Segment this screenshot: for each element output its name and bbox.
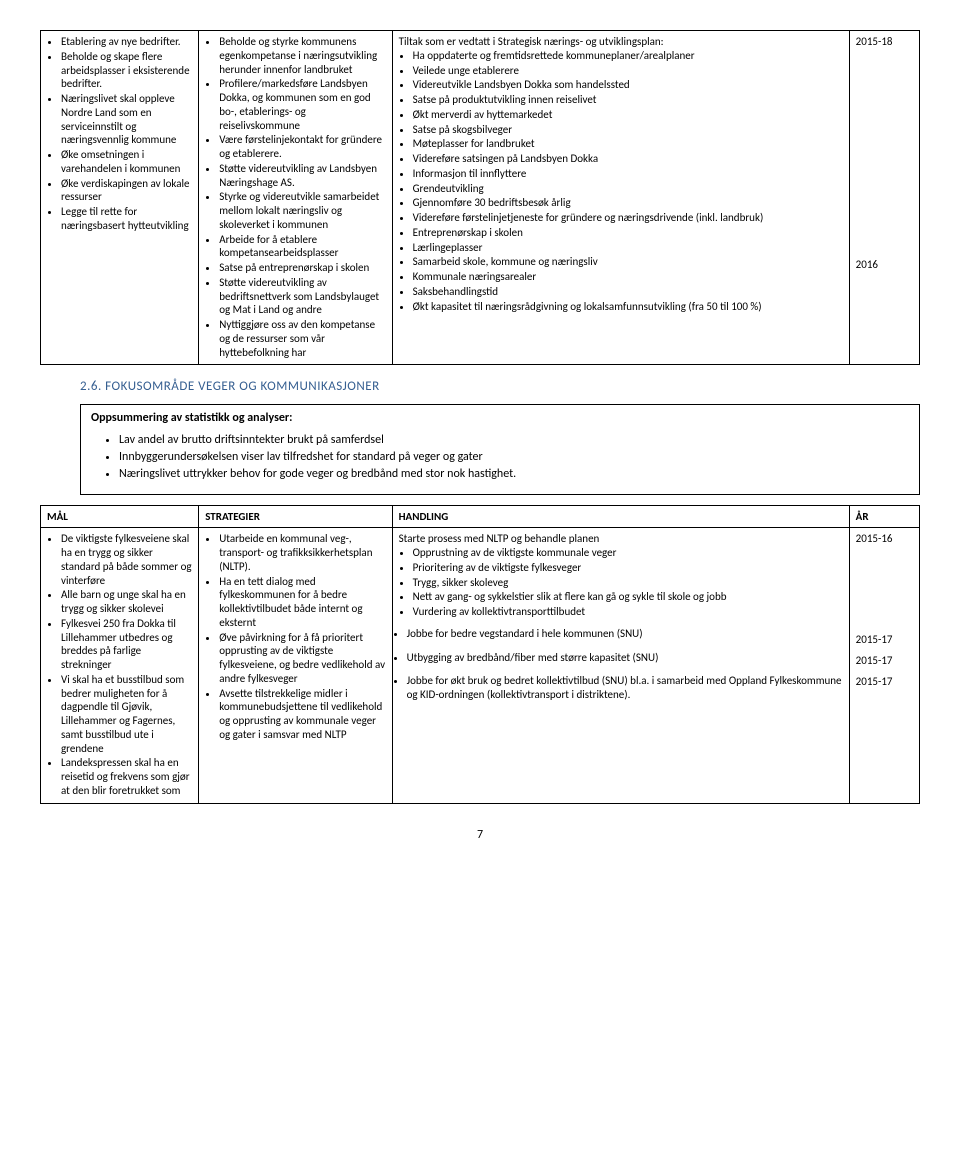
- summary-title: Oppsummering av statistikk og analyser:: [91, 411, 909, 425]
- list-item: Øke omsetningen i varehandelen i kommune…: [61, 148, 192, 176]
- year-value: 2015-17: [856, 633, 913, 646]
- list-item: Lærlingeplasser: [413, 241, 843, 255]
- list-item: Satse på skogsbilveger: [413, 123, 843, 137]
- list-item: Støtte videreutvikling av Landsbyen Næri…: [219, 162, 385, 190]
- list-item: Vi skal ha et busstilbud som bedrer muli…: [61, 673, 192, 756]
- list-item: Vurdering av kollektivtransporttilbudet: [413, 605, 843, 619]
- list-item: Styrke og videreutvikle samarbeidet mell…: [219, 190, 385, 231]
- list-item: Økt merverdi av hyttemarkedet: [413, 108, 843, 122]
- list-item: Jobbe for økt bruk og bedret kollektivti…: [407, 674, 843, 702]
- list-item: Støtte videreutvikling av bedriftsnettve…: [219, 276, 385, 317]
- cell-year: 2015-18 2016: [849, 31, 919, 365]
- list-item: Ha en tett dialog med fylkeskommunen for…: [219, 575, 385, 630]
- list-item: Gjennomføre 30 bedriftsbesøk årlig: [413, 196, 843, 210]
- list-item: Kommunale næringsarealer: [413, 270, 843, 284]
- handling-list: Ha oppdaterte og fremtidsrettede kommune…: [399, 49, 843, 314]
- list-item: Være førstelinjekontakt for gründere og …: [219, 133, 385, 161]
- list-item: Arbeide for å etablere kompetansearbeids…: [219, 233, 385, 261]
- handling-intro: Tiltak som er vedtatt i Strategisk nærin…: [399, 35, 843, 49]
- list-item: Prioritering av de viktigste fylkesveger: [413, 561, 843, 575]
- year-value: 2015-17: [856, 654, 913, 667]
- cell-strategier: Utarbeide en kommunal veg-, transport- o…: [199, 528, 392, 803]
- strat-list: Utarbeide en kommunal veg-, transport- o…: [205, 532, 385, 741]
- cell-year: 2015-16 2015-17 2015-17 2015-17: [849, 528, 919, 803]
- list-item: Saksbehandlingstid: [413, 285, 843, 299]
- header-handling: HANDLING: [392, 506, 849, 528]
- list-item: Fylkesvei 250 fra Dokka til Lillehammer …: [61, 617, 192, 672]
- table-row: De viktigste fylkesveiene skal ha en try…: [41, 528, 920, 803]
- cell-handling: Tiltak som er vedtatt i Strategisk nærin…: [392, 31, 849, 365]
- table-roads-communications: MÅL STRATEGIER HANDLING ÅR De viktigste …: [40, 505, 920, 803]
- year-value: 2015-16: [856, 532, 913, 545]
- strat-list: Beholde og styrke kommunens egenkompetan…: [205, 35, 385, 359]
- list-item: Beholde og skape flere arbeidsplasser i …: [61, 50, 192, 91]
- list-item: Videreføre førstelinjetjeneste for gründ…: [413, 211, 843, 225]
- list-item: Satse på entreprenørskap i skolen: [219, 261, 385, 275]
- list-item: Nett av gang- og sykkelstier slik at fle…: [413, 590, 843, 604]
- list-item: De viktigste fylkesveiene skal ha en try…: [61, 532, 192, 587]
- list-item: Lav andel av brutto driftsinntekter bruk…: [119, 433, 909, 448]
- list-item: Alle barn og unge skal ha en trygg og si…: [61, 588, 192, 616]
- list-item: Videreføre satsingen på Landsbyen Dokka: [413, 152, 843, 166]
- list-item: Øke verdiskapingen av lokale ressurser: [61, 177, 192, 205]
- handling-after-list: Jobbe for bedre vegstandard i hele kommu…: [399, 627, 843, 702]
- list-item: Veilede unge etablerere: [413, 64, 843, 78]
- list-item: Informasjon til innflyttere: [413, 167, 843, 181]
- header-strategier: STRATEGIER: [199, 506, 392, 528]
- header-ar: ÅR: [849, 506, 919, 528]
- list-item: Beholde og styrke kommunens egenkompetan…: [219, 35, 385, 76]
- list-item: Opprustning av de viktigste kommunale ve…: [413, 546, 843, 560]
- list-item: Øve påvirkning for å få prioritert oppru…: [219, 631, 385, 686]
- list-item: Etablering av nye bedrifter.: [61, 35, 192, 49]
- page-number: 7: [40, 828, 920, 842]
- list-item: Videreutvikle Landsbyen Dokka som handel…: [413, 78, 843, 92]
- list-item: Næringslivet uttrykker behov for gode ve…: [119, 467, 909, 482]
- list-item: Samarbeid skole, kommune og næringsliv: [413, 255, 843, 269]
- list-item: Satse på produktutvikling innen reiseliv…: [413, 93, 843, 107]
- year-value: 2016: [856, 258, 913, 271]
- list-item: Nyttiggjøre oss av den kompetanse og de …: [219, 318, 385, 359]
- table-row: Etablering av nye bedrifter. Beholde og …: [41, 31, 920, 365]
- list-item: Avsette tilstrekkelige midler i kommuneb…: [219, 687, 385, 742]
- cell-strategier: Beholde og styrke kommunens egenkompetan…: [199, 31, 392, 365]
- handling-intro: Starte prosess med NLTP og behandle plan…: [399, 532, 843, 546]
- summary-box: Oppsummering av statistikk og analyser: …: [80, 404, 920, 495]
- list-item: Innbyggerundersøkelsen viser lav tilfred…: [119, 450, 909, 465]
- list-item: Møteplasser for landbruket: [413, 137, 843, 151]
- header-mal: MÅL: [41, 506, 199, 528]
- list-item: Trygg, sikker skoleveg: [413, 576, 843, 590]
- mal-list: De viktigste fylkesveiene skal ha en try…: [47, 532, 192, 797]
- list-item: Jobbe for bedre vegstandard i hele kommu…: [407, 627, 843, 641]
- table-strategic-plan: Etablering av nye bedrifter. Beholde og …: [40, 30, 920, 365]
- year-value: 2015-18: [856, 35, 913, 48]
- list-item: Profilere/markedsføre Landsbyen Dokka, o…: [219, 77, 385, 132]
- cell-handling: Starte prosess med NLTP og behandle plan…: [392, 528, 849, 803]
- table-header-row: MÅL STRATEGIER HANDLING ÅR: [41, 506, 920, 528]
- cell-mal: Etablering av nye bedrifter. Beholde og …: [41, 31, 199, 365]
- list-item: Økt kapasitet til næringsrådgivning og l…: [413, 300, 843, 314]
- list-item: Ha oppdaterte og fremtidsrettede kommune…: [413, 49, 843, 63]
- section-heading: 2.6. FOKUSOMRÅDE VEGER OG KOMMUNIKASJONE…: [80, 379, 920, 394]
- list-item: Entreprenørskap i skolen: [413, 226, 843, 240]
- year-value: 2015-17: [856, 675, 913, 688]
- mal-list: Etablering av nye bedrifter. Beholde og …: [47, 35, 192, 233]
- list-item: Landekspressen skal ha en reisetid og fr…: [61, 756, 192, 797]
- handling-sublist: Opprustning av de viktigste kommunale ve…: [399, 546, 843, 619]
- summary-list: Lav andel av brutto driftsinntekter bruk…: [91, 433, 909, 482]
- list-item: Grendeutvikling: [413, 182, 843, 196]
- list-item: Utbygging av bredbånd/fiber med større k…: [407, 651, 843, 665]
- list-item: Legge til rette for næringsbasert hytteu…: [61, 205, 192, 233]
- list-item: Næringslivet skal oppleve Nordre Land so…: [61, 92, 192, 147]
- list-item: Utarbeide en kommunal veg-, transport- o…: [219, 532, 385, 573]
- cell-mal: De viktigste fylkesveiene skal ha en try…: [41, 528, 199, 803]
